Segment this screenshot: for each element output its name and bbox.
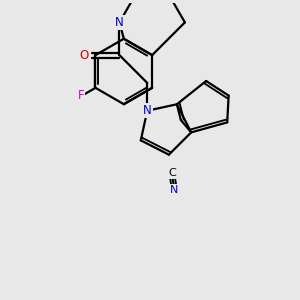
Text: C: C <box>168 168 176 178</box>
Text: N: N <box>170 185 179 195</box>
Text: F: F <box>78 89 84 102</box>
Text: N: N <box>115 16 124 29</box>
Text: O: O <box>80 49 89 62</box>
Text: N: N <box>143 104 152 117</box>
